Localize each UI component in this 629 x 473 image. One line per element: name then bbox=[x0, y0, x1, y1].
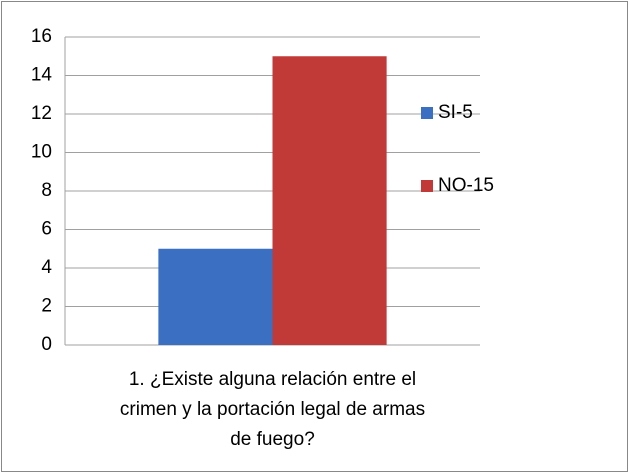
y-tick-label: 6 bbox=[41, 219, 52, 240]
y-tick-label: 12 bbox=[31, 103, 52, 124]
y-tick-label: 14 bbox=[31, 65, 53, 86]
y-tick-label: 4 bbox=[41, 257, 52, 278]
y-tick-label: 0 bbox=[41, 334, 52, 355]
legend-swatch bbox=[421, 107, 433, 119]
x-label-box: 1. ¿Existe alguna relación entre el crim… bbox=[119, 369, 426, 450]
y-tick-label: 10 bbox=[31, 142, 52, 163]
legend-label: NO-15 bbox=[438, 175, 494, 196]
x-tick-label: 1. ¿Existe alguna relación entre el crim… bbox=[119, 369, 426, 450]
y-tick-label: 8 bbox=[41, 180, 52, 201]
y-tick-label: 16 bbox=[31, 26, 52, 47]
legend-swatch bbox=[421, 180, 433, 192]
bar bbox=[272, 56, 387, 345]
bar bbox=[158, 248, 273, 345]
legend-label: SI-5 bbox=[438, 102, 473, 123]
y-tick-label: 2 bbox=[41, 296, 52, 317]
